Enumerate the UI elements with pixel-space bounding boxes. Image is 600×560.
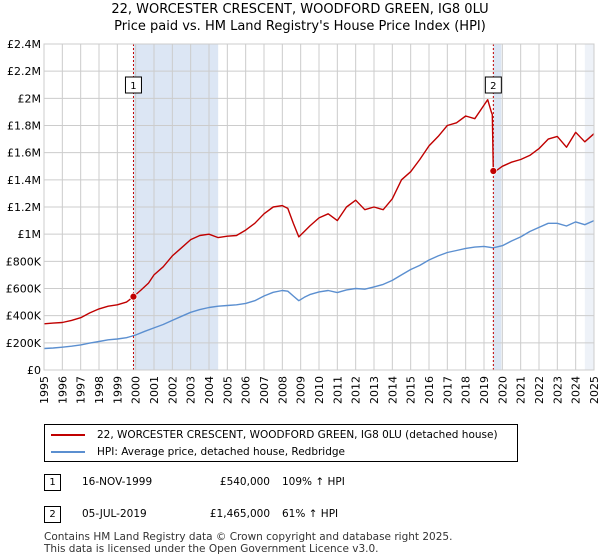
sale-label-number: 2 — [490, 81, 496, 92]
footer-licence: This data is licensed under the Open Gov… — [44, 543, 379, 555]
sale-label-box — [484, 76, 502, 94]
x-tick-label: 2016 — [423, 376, 436, 404]
x-tick-label: 1998 — [93, 376, 106, 404]
legend-swatch-hpi — [51, 451, 85, 453]
x-tick-label: 2002 — [166, 376, 179, 404]
x-tick-label: 2012 — [350, 376, 363, 404]
x-tick-label: 2019 — [478, 376, 491, 404]
y-tick-label: £2M — [18, 92, 42, 105]
y-tick-label: £200K — [6, 337, 42, 350]
x-tick-label: 2017 — [441, 376, 454, 404]
sale-point — [489, 167, 498, 175]
x-tick-label: 2003 — [185, 376, 198, 404]
chart-title: 22, WORCESTER CRESCENT, WOODFORD GREEN, … — [111, 2, 489, 17]
y-tick-label: £0 — [27, 364, 41, 377]
x-tick-label: 1999 — [111, 376, 124, 404]
chart-subtitle: Price paid vs. HM Land Registry's House … — [114, 19, 486, 34]
x-tick-label: 2018 — [460, 376, 473, 404]
x-tick-label: 2014 — [386, 376, 399, 404]
sale-price: £540,000 — [219, 476, 270, 488]
y-tick-label: £1.8M — [7, 120, 41, 133]
x-tick-label: 2025 — [588, 376, 600, 404]
x-tick-label: 2023 — [551, 376, 564, 404]
sale-number-box: 2 — [44, 506, 61, 523]
y-tick-label: £1.4M — [7, 174, 41, 187]
x-tick-label: 2021 — [515, 376, 528, 404]
sale-label-number: 1 — [130, 81, 136, 92]
y-tick-label: £1M — [18, 228, 42, 241]
sale-price: £1,465,000 — [209, 508, 270, 520]
x-tick-label: 2007 — [258, 376, 271, 404]
x-tick-label: 2020 — [496, 376, 509, 404]
y-tick-label: £600K — [6, 283, 42, 296]
x-tick-label: 2010 — [313, 376, 326, 404]
y-tick-label: £1.2M — [7, 201, 41, 214]
x-tick-label: 2013 — [368, 376, 381, 404]
sale-date: 16-NOV-1999 — [82, 476, 153, 488]
x-tick-label: 2024 — [570, 376, 583, 404]
legend: 22, WORCESTER CRESCENT, WOODFORD GREEN, … — [44, 424, 518, 462]
plot-frame — [43, 43, 595, 371]
y-tick-label: £2.2M — [7, 65, 41, 78]
sale-label-box — [124, 76, 142, 94]
legend-label-hpi: HPI: Average price, detached house, Redb… — [97, 446, 346, 458]
legend-swatch-property — [51, 434, 85, 436]
sale-date: 05-JUL-2019 — [82, 508, 147, 520]
x-tick-label: 1997 — [75, 376, 88, 404]
x-tick-label: 2000 — [130, 376, 143, 404]
x-tick-label: 2008 — [276, 376, 289, 404]
y-tick-label: £400K — [6, 310, 42, 323]
y-tick-label: £800K — [6, 255, 42, 268]
price-chart: £0 £200K £400K £600K £800K £1M £1.2M £1.4M £1.6M… — [6, 38, 600, 404]
sale-hpi-change: 109% ↑ HPI — [282, 476, 345, 488]
x-tick-label: 1995 — [38, 376, 51, 404]
x-tick-label: 2001 — [148, 376, 161, 404]
x-tick-label: 2011 — [331, 376, 344, 404]
y-tick-label: £2.4M — [7, 38, 41, 51]
sale-hpi-change: 61% ↑ HPI — [282, 508, 339, 520]
sale-point — [129, 292, 138, 301]
x-tick-label: 2022 — [533, 376, 546, 404]
y-tick-label: £1.6M — [7, 147, 41, 160]
x-tick-label: 2004 — [203, 376, 216, 404]
x-tick-label: 2005 — [221, 376, 234, 404]
footer-copyright: Contains HM Land Registry data © Crown c… — [44, 531, 453, 543]
hpi-line — [43, 219, 595, 350]
x-tick-label: 2009 — [295, 376, 308, 404]
legend-label-property: 22, WORCESTER CRESCENT, WOODFORD GREEN, … — [97, 429, 498, 441]
x-tick-label: 2015 — [405, 376, 418, 404]
sale-number-box: 1 — [44, 474, 61, 491]
x-tick-label: 2006 — [240, 376, 253, 404]
x-tick-label: 1996 — [56, 376, 69, 404]
